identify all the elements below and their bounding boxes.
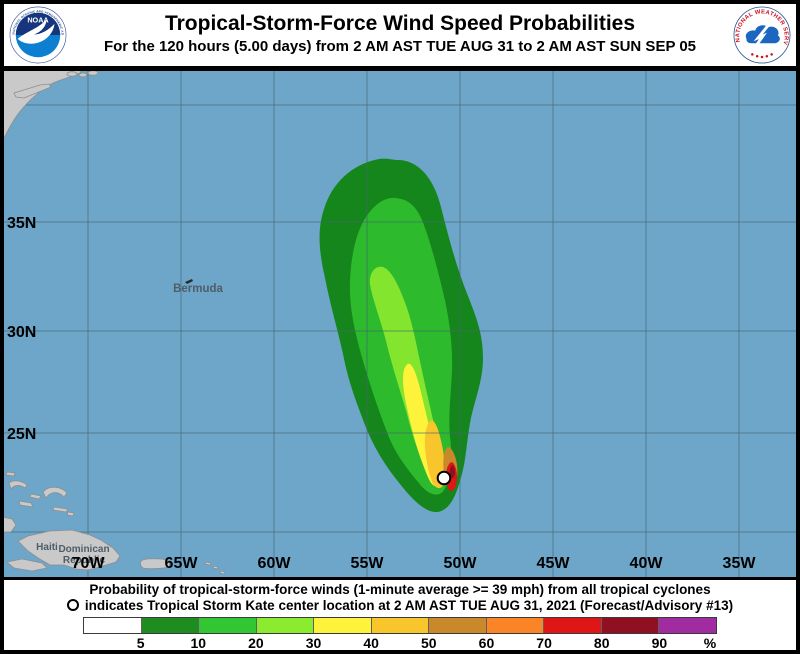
legend-label: 80 xyxy=(593,635,610,650)
legend-swatch xyxy=(255,618,314,633)
probability-map: Bermuda Haiti Dominican Republic 35N 30N… xyxy=(4,71,796,577)
storm-center-marker xyxy=(436,470,452,486)
lat-label: 25N xyxy=(7,426,36,443)
legend-labels: 5 10 20 30 40 50 60 70 80 90% xyxy=(83,634,717,650)
legend-label: 70 xyxy=(536,635,552,650)
lat-label: 35N xyxy=(7,215,36,232)
storm-center-legend-icon xyxy=(66,599,79,611)
land-bahamas xyxy=(8,480,28,490)
legend-swatch xyxy=(600,618,659,633)
page-subtitle: For the 120 hours (5.00 days) from 2 AM … xyxy=(103,38,697,55)
land-bahamas xyxy=(29,493,42,500)
footer-line1: Probability of tropical-storm-force wind… xyxy=(89,582,711,597)
land-cape-islands xyxy=(87,71,99,76)
dominican-republic-label: Dominican xyxy=(58,544,109,555)
land-cape-islands xyxy=(78,72,88,78)
legend-label: 50 xyxy=(421,635,437,650)
land-virgin-islands xyxy=(204,561,212,566)
legend-label: 10 xyxy=(190,635,207,650)
lon-label: 50W xyxy=(444,555,478,572)
legend-swatch xyxy=(140,618,199,633)
lon-label: 45W xyxy=(537,555,571,572)
footer-line2: indicates Tropical Storm Kate center loc… xyxy=(4,598,796,614)
lon-label: 60W xyxy=(258,555,292,572)
legend-swatch xyxy=(313,618,371,633)
legend-swatch xyxy=(370,618,429,633)
gridlines xyxy=(4,71,796,577)
legend-swatch xyxy=(84,618,141,633)
noaa-gull-icon xyxy=(17,19,55,44)
land-hispaniola xyxy=(17,529,121,571)
noaa-label: NOAA xyxy=(27,15,49,24)
land-bahamas xyxy=(42,486,68,499)
wind-prob-area-40pct xyxy=(424,420,446,489)
lat-label: 30N xyxy=(7,324,36,341)
landmasses xyxy=(4,71,226,575)
header: NATIONAL OCEANIC AND ATMOSPHERIC ADMINIS… xyxy=(4,4,796,71)
legend-swatch xyxy=(198,618,256,633)
land-virgin-islands xyxy=(212,565,219,570)
legend-label: % xyxy=(703,635,717,650)
nws-dots xyxy=(751,53,773,59)
wind-prob-area-80pct xyxy=(449,465,455,478)
land-bahamas xyxy=(5,471,16,477)
noaa-logo: NATIONAL OCEANIC AND ATMOSPHERIC ADMINIS… xyxy=(9,6,67,64)
legend-label: 60 xyxy=(478,635,495,650)
land-bahamas xyxy=(18,500,34,508)
land-bahamas xyxy=(66,511,75,517)
land-haiti-peninsula xyxy=(6,558,48,572)
nws-logo: NATIONAL WEATHER SERVICE xyxy=(733,6,791,64)
land-long-island xyxy=(13,83,52,99)
bermuda-label: Bermuda xyxy=(173,283,223,295)
lon-label: 70W xyxy=(72,555,106,572)
lon-label: 55W xyxy=(351,555,385,572)
land-bermuda xyxy=(185,279,193,284)
land-puerto-rico xyxy=(140,558,170,570)
nws-lightning-icon xyxy=(750,17,775,54)
land-bahamas xyxy=(4,516,17,533)
legend-label: 90 xyxy=(651,635,668,650)
land-virgin-islands xyxy=(219,570,226,575)
legend-swatch xyxy=(658,618,717,633)
legend-swatch xyxy=(428,618,486,633)
lon-label: 65W xyxy=(165,555,199,572)
haiti-label: Haiti xyxy=(36,542,58,553)
probability-legend: 5 10 20 30 40 50 60 70 80 90% xyxy=(83,617,717,650)
land-bahamas xyxy=(52,506,69,513)
footer: Probability of tropical-storm-force wind… xyxy=(4,577,796,650)
dominican-republic-label: Republic xyxy=(63,555,106,566)
legend-label: 40 xyxy=(363,635,379,650)
page-title: Tropical-Storm-Force Wind Speed Probabil… xyxy=(164,12,636,35)
legend-label: 30 xyxy=(305,635,322,650)
lon-label: 35W xyxy=(723,555,757,572)
legend-label: 5 xyxy=(136,635,145,650)
land-northeast-us xyxy=(4,71,82,139)
legend-bar xyxy=(83,617,717,634)
lon-label: 40W xyxy=(630,555,664,572)
land-cape-islands xyxy=(66,71,78,77)
footer-line2-text: indicates Tropical Storm Kate center loc… xyxy=(84,598,734,613)
legend-swatch xyxy=(485,618,544,633)
legend-label: 20 xyxy=(248,635,264,650)
legend-swatch xyxy=(543,618,601,633)
